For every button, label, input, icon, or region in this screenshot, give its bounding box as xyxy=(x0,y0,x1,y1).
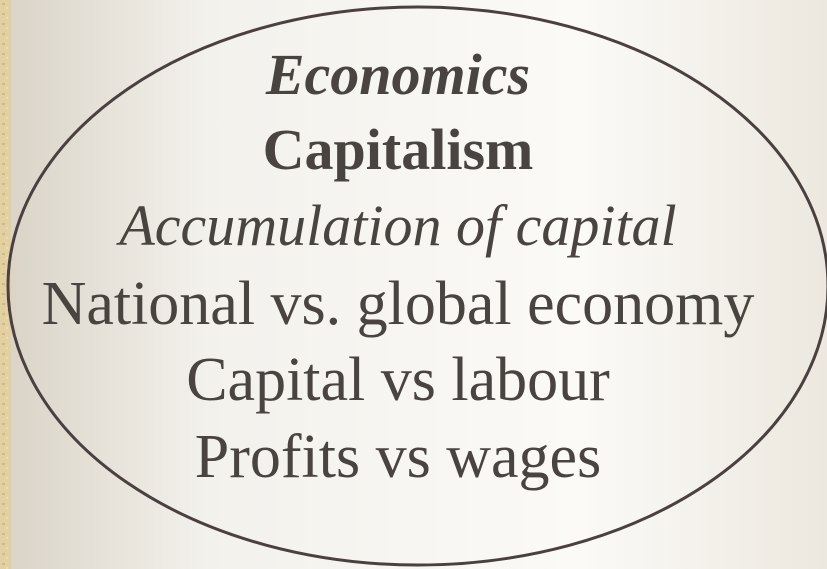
line-accumulation: Accumulation of capital xyxy=(115,193,676,258)
texture-strip xyxy=(0,0,11,569)
line-capitalism: Capitalism xyxy=(263,117,534,182)
line-economics: Economics xyxy=(265,42,530,107)
line-national: National vs. global economy xyxy=(42,270,755,338)
line-capital-labour: Capital vs labour xyxy=(186,346,610,414)
ellipse xyxy=(6,5,827,567)
line-profits-wages: Profits vs wages xyxy=(195,423,601,491)
